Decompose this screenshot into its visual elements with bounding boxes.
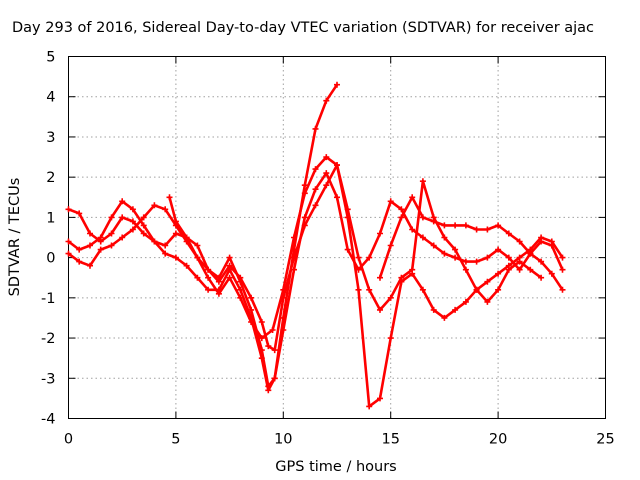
series-points xyxy=(65,162,566,410)
series-2 xyxy=(65,81,566,394)
y-tick-label: -2 xyxy=(41,331,55,347)
x-tick-label: 10 xyxy=(274,432,292,448)
x-tick-label: 15 xyxy=(381,432,399,448)
axis-ticks: 0 5 10 15 20 25 -4 -3 -2 -1 0 1 2 3 4 5 xyxy=(41,50,615,448)
y-tick-label: 0 xyxy=(46,251,55,267)
grid xyxy=(68,56,606,419)
x-axis-label: GPS time / hours xyxy=(275,459,396,475)
y-axis-label: SDTVAR / TECUs xyxy=(7,178,23,297)
plot-frame xyxy=(68,56,606,419)
series-points xyxy=(65,170,566,390)
y-tick-label: 3 xyxy=(46,130,55,146)
series-points xyxy=(65,81,566,394)
y-tick-label: 2 xyxy=(46,170,55,186)
y-tick-label: -4 xyxy=(41,412,55,428)
series-line xyxy=(168,155,543,340)
series-points xyxy=(166,154,545,342)
y-tick-label: -1 xyxy=(41,291,55,307)
y-tick-label: 4 xyxy=(46,90,55,106)
chart-title: Day 293 of 2016, Sidereal Day-to-day VTE… xyxy=(12,20,594,36)
x-tick-label: 5 xyxy=(171,432,180,448)
y-tick-label: 5 xyxy=(46,50,55,66)
series-line xyxy=(67,163,564,408)
series-4 xyxy=(166,154,545,342)
x-tick-label: 0 xyxy=(64,432,73,448)
x-tick-label: 25 xyxy=(596,432,614,448)
x-tick-label: 20 xyxy=(489,432,507,448)
series-3 xyxy=(65,162,566,410)
series-group xyxy=(65,81,566,410)
y-tick-label: -3 xyxy=(41,371,55,387)
y-tick-label: 1 xyxy=(46,210,55,226)
